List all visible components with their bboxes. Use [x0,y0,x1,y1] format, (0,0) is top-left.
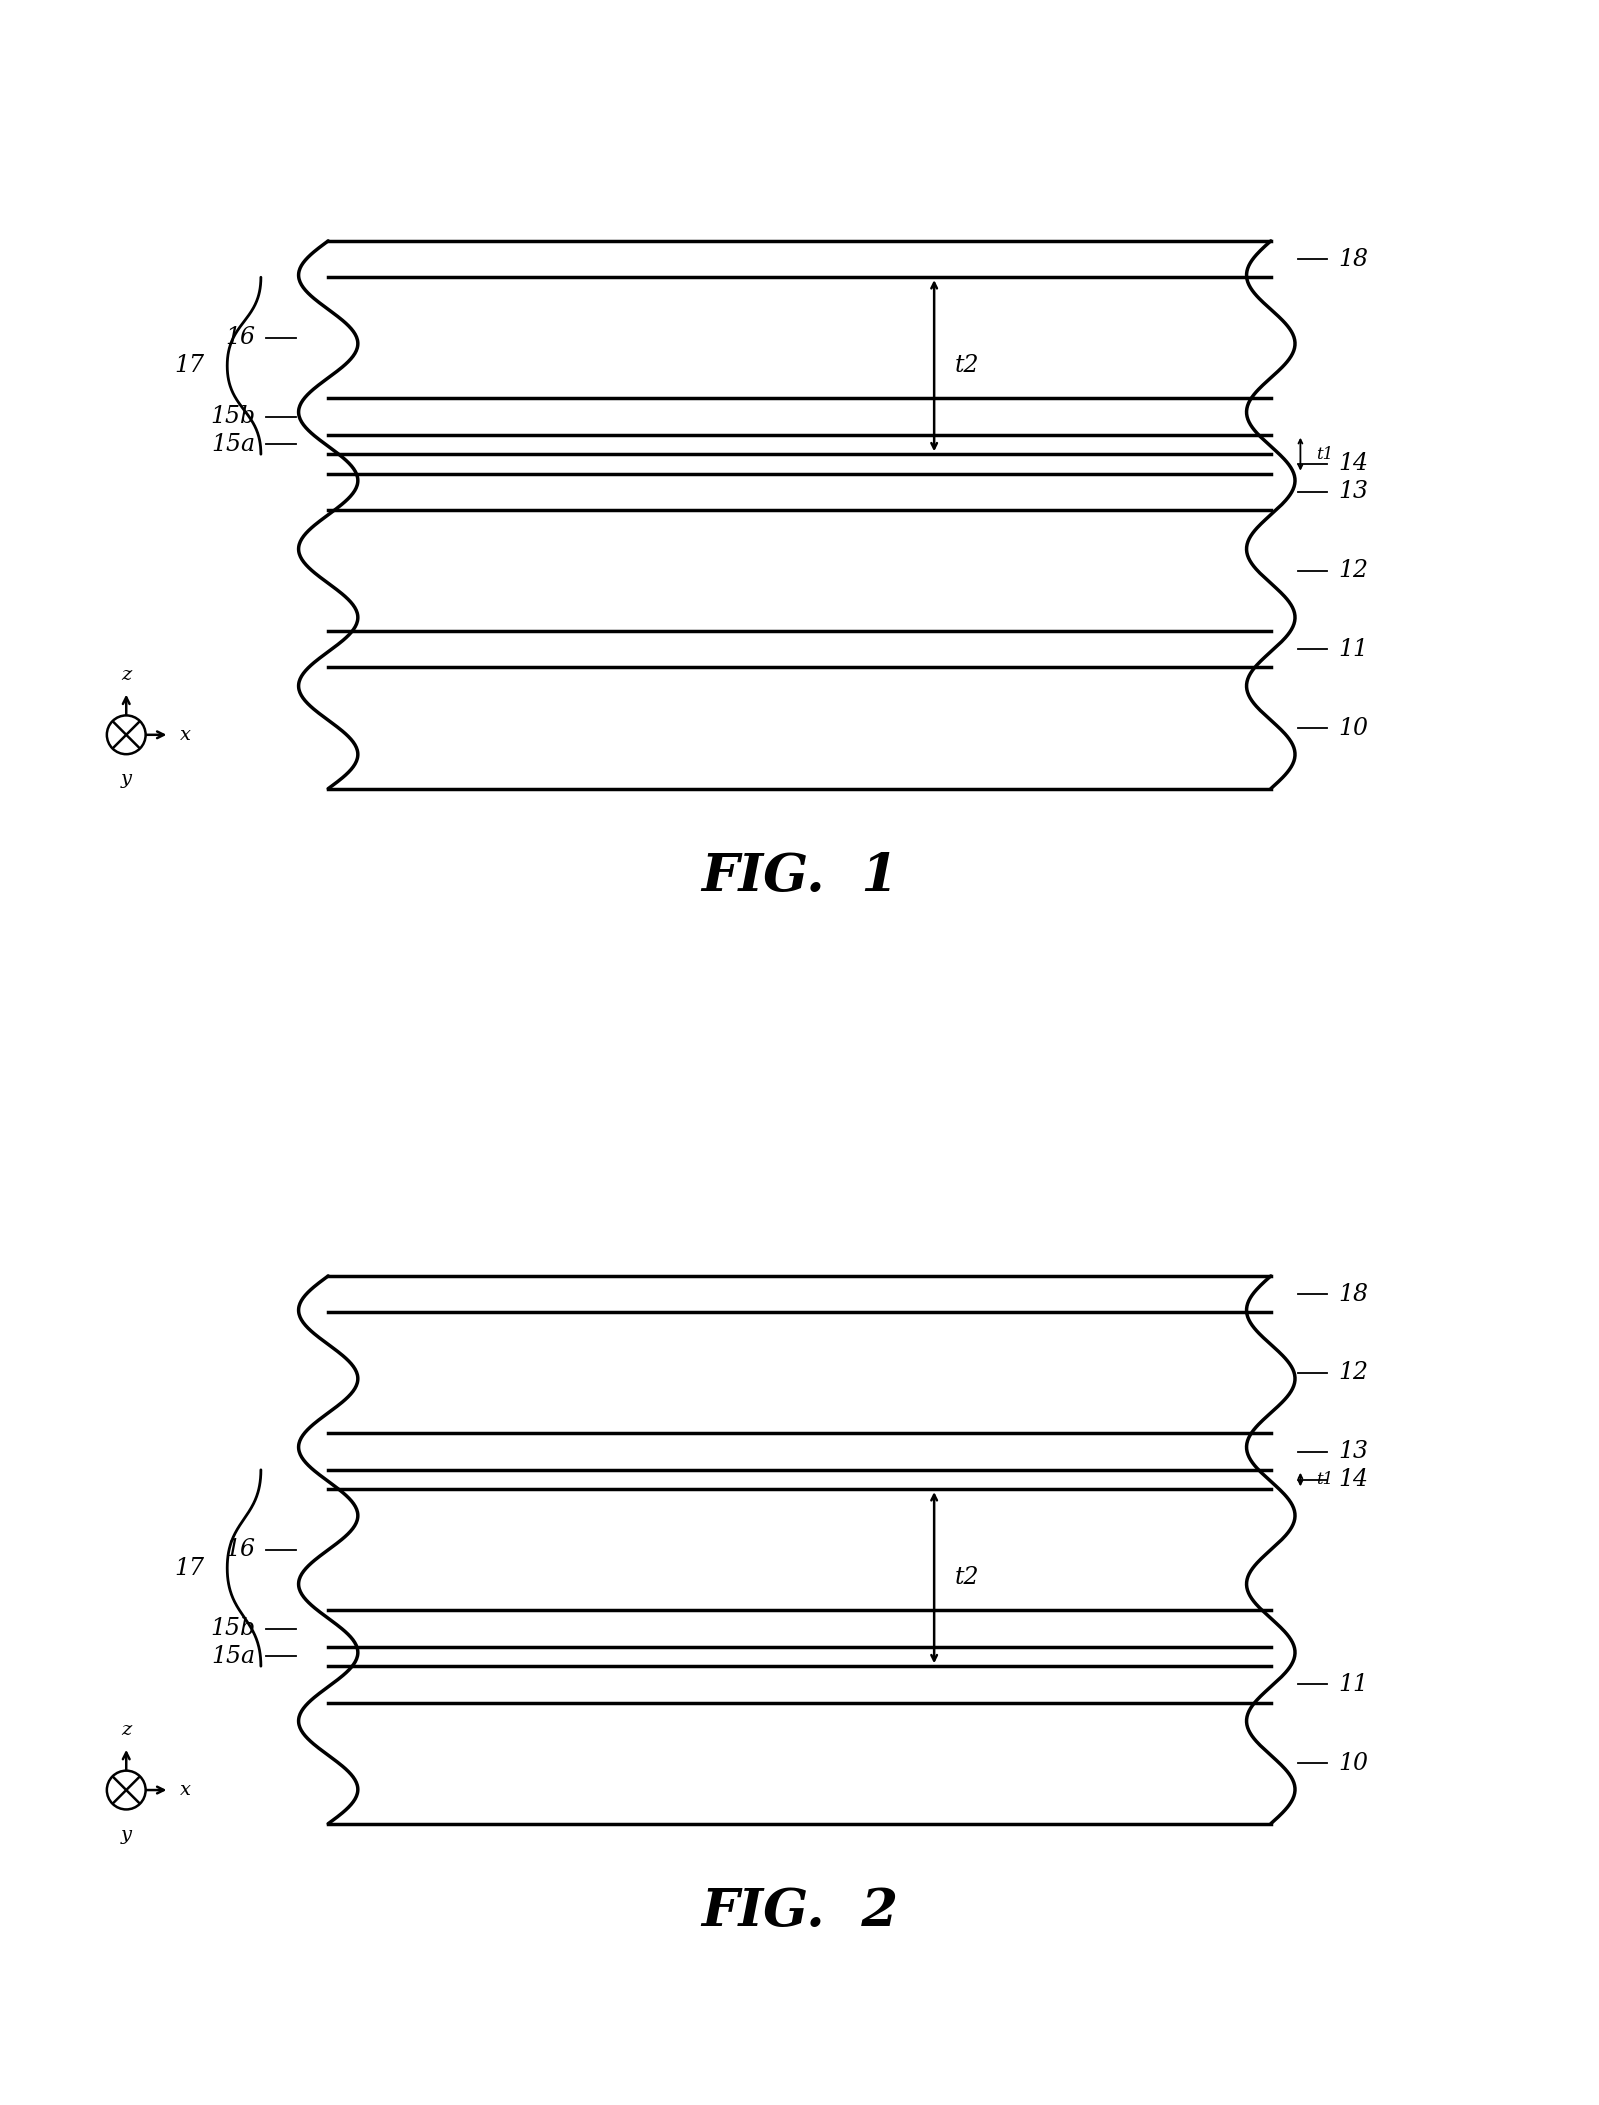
Circle shape [107,1770,146,1810]
Text: 13: 13 [1338,1440,1369,1463]
Text: x: x [181,1781,192,1800]
Text: 16: 16 [225,326,256,349]
Text: 17: 17 [174,354,205,377]
Text: 18: 18 [1338,248,1369,272]
Text: 15b: 15b [211,1617,256,1640]
Text: FIG.  1: FIG. 1 [700,850,899,901]
Text: 15b: 15b [211,404,256,427]
Text: t2: t2 [955,354,979,377]
Text: t1: t1 [1316,446,1334,463]
Text: z: z [122,665,131,684]
Text: 16: 16 [225,1539,256,1562]
Text: 11: 11 [1338,1673,1369,1697]
Text: t1: t1 [1316,1471,1334,1488]
Text: t2: t2 [955,1566,979,1589]
Text: y: y [122,770,131,789]
Text: 12: 12 [1338,1362,1369,1385]
Text: y: y [122,1825,131,1844]
Text: 12: 12 [1338,560,1369,581]
Text: z: z [122,1722,131,1739]
Text: 15a: 15a [211,1644,256,1667]
Text: 10: 10 [1338,1751,1369,1775]
Text: 14: 14 [1338,453,1369,476]
Text: 14: 14 [1338,1467,1369,1490]
Text: x: x [181,726,192,743]
Text: 13: 13 [1338,480,1369,503]
Text: FIG.  2: FIG. 2 [700,1886,899,1937]
Text: 15a: 15a [211,434,256,457]
Text: 10: 10 [1338,716,1369,739]
Text: 17: 17 [174,1556,205,1579]
Circle shape [107,716,146,754]
Text: 18: 18 [1338,1282,1369,1305]
Text: 11: 11 [1338,638,1369,661]
